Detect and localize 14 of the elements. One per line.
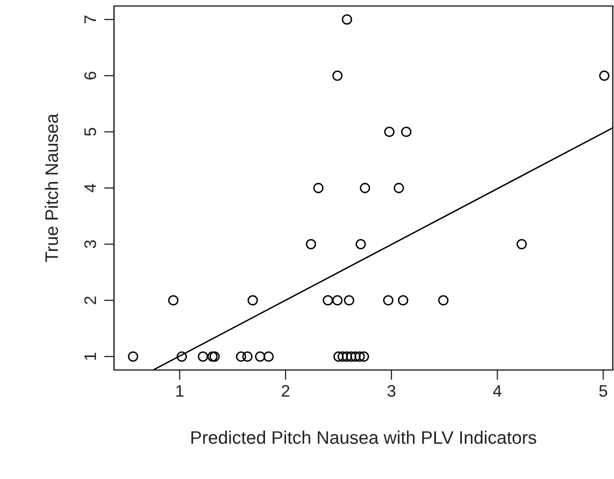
y-tick-label: 6 xyxy=(84,72,96,80)
y-axis-title: True Pitch Nausea xyxy=(44,114,58,262)
x-tick-label: 2 xyxy=(282,385,290,397)
y-tick-label: 1 xyxy=(84,352,96,360)
x-tick-label: 5 xyxy=(599,385,608,397)
y-tick-label: 7 xyxy=(84,16,96,24)
x-axis-title: Predicted Pitch Nausea with PLV Indicators xyxy=(191,430,536,444)
x-tick-label: 3 xyxy=(387,385,396,397)
x-tick-label: 1 xyxy=(176,385,184,397)
y-tick-label: 2 xyxy=(84,296,96,304)
x-tick-label: 4 xyxy=(493,385,502,397)
y-tick-label: 4 xyxy=(84,184,96,192)
y-tick-label: 5 xyxy=(84,128,96,136)
y-tick-label: 3 xyxy=(84,240,96,248)
